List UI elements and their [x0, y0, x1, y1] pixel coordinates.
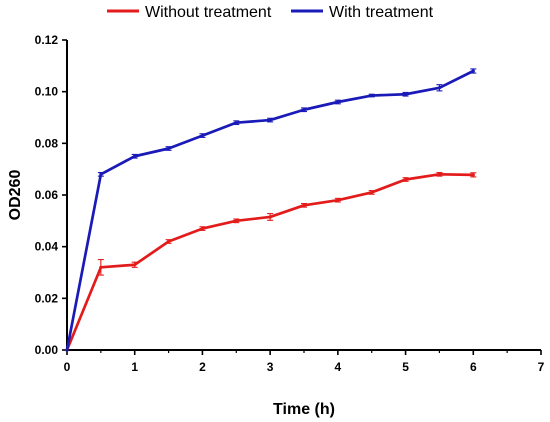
data-point — [471, 69, 475, 73]
x-axis-label: Time (h) — [273, 401, 335, 418]
data-point — [166, 239, 171, 244]
x-tick-label: 1 — [131, 360, 138, 374]
data-point — [302, 108, 306, 112]
y-tick-label: 0.08 — [35, 136, 59, 150]
data-point — [268, 118, 272, 122]
y-tick-label: 0.06 — [35, 188, 59, 202]
legend-item-0: Without treatment — [107, 4, 272, 21]
x-tick-label: 0 — [64, 360, 71, 374]
series-1 — [65, 68, 477, 352]
data-point — [336, 100, 340, 104]
data-point — [200, 226, 205, 231]
data-point — [437, 172, 442, 176]
data-point — [403, 92, 408, 96]
y-tick-label: 0.00 — [35, 343, 59, 357]
x-tick-label: 7 — [538, 360, 545, 374]
data-point — [200, 133, 205, 138]
x-tick-label: 4 — [335, 360, 342, 374]
legend: Without treatment With treatment — [107, 4, 434, 21]
data-point — [370, 93, 374, 98]
y-tick-label: 0.12 — [35, 33, 59, 47]
data-point — [99, 172, 103, 176]
y-axis-label: OD260 — [7, 170, 24, 221]
x-tick-label: 6 — [470, 360, 477, 374]
y-tick-label: 0.02 — [35, 291, 59, 305]
data-point — [234, 219, 238, 223]
data-point — [403, 177, 408, 182]
data-point — [234, 121, 238, 125]
legend-label: With treatment — [329, 4, 434, 21]
series-layer — [65, 68, 477, 352]
data-point — [471, 173, 475, 177]
data-point — [336, 198, 340, 202]
data-point — [99, 265, 103, 269]
data-point — [302, 203, 306, 207]
y-tick-label: 0.04 — [35, 240, 59, 254]
data-point — [268, 215, 272, 219]
series-line — [65, 172, 475, 352]
series-line — [65, 69, 475, 352]
y-tick-label: 0.10 — [35, 85, 59, 99]
series-0 — [65, 171, 477, 352]
legend-label: Without treatment — [145, 4, 272, 21]
data-point — [133, 263, 137, 267]
data-point — [437, 86, 442, 90]
data-point — [370, 190, 374, 195]
data-point — [166, 146, 171, 151]
x-tick-label: 3 — [267, 360, 274, 374]
data-point — [133, 154, 137, 158]
x-tick-label: 2 — [199, 360, 206, 374]
axes: 0 1 2 3 4 5 6 7 0.00 0.02 0.04 0.06 0.08 0.10 0.12 Time… — [7, 33, 545, 418]
legend-item-1: With treatment — [291, 4, 434, 21]
data-point — [65, 348, 69, 352]
x-tick-label: 5 — [402, 360, 409, 374]
